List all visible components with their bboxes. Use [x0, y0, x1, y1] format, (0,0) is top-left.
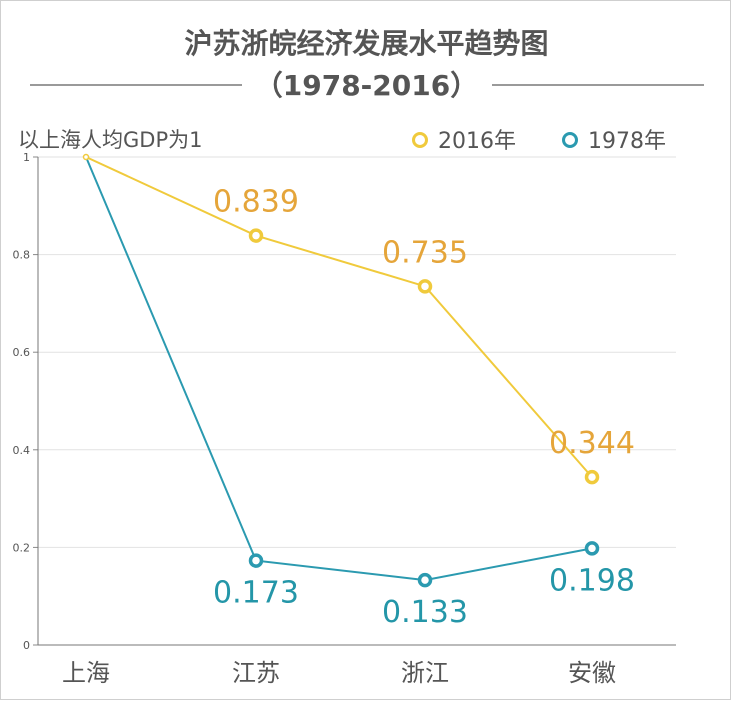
- data-label: 0.173: [213, 576, 299, 611]
- legend-item-1978: 1978年: [562, 123, 666, 155]
- y-tick-label: 0: [23, 639, 30, 652]
- y-tick-label: 1: [23, 151, 30, 164]
- chart-title: 沪苏浙皖经济发展水平趋势图: [184, 27, 549, 60]
- data-point: [584, 469, 600, 485]
- data-point: [417, 279, 433, 294]
- x-tick-label: 安徽: [568, 659, 616, 687]
- data-point: [248, 228, 264, 243]
- data-point: [584, 541, 600, 556]
- y-tick-label: 0.2: [13, 541, 31, 554]
- data-label: 0.735: [382, 235, 468, 270]
- unit-note: 以上海人均GDP为1: [18, 128, 203, 152]
- x-tick-label: 上海: [62, 659, 110, 687]
- legend-label-2016: 2016年: [438, 129, 516, 154]
- data-point: [248, 553, 264, 568]
- data-label: 0.198: [549, 563, 635, 598]
- data-point-start: [82, 153, 90, 161]
- y-tick-label: 0.4: [13, 444, 31, 457]
- legend-label-1978: 1978年: [588, 129, 666, 154]
- x-tick-label: 江苏: [232, 659, 280, 687]
- subtitle-rule-left: [30, 84, 242, 86]
- x-tick-label: 浙江: [401, 659, 449, 687]
- y-tick-label: 0.6: [13, 346, 31, 359]
- data-label: 0.133: [382, 595, 468, 630]
- legend-marker-1978: [562, 132, 578, 148]
- series-line-1978年: [85, 156, 593, 582]
- subtitle-rule-right: [492, 84, 704, 86]
- legend-item-2016: 2016年: [412, 123, 516, 155]
- data-label: 0.344: [549, 426, 635, 461]
- legend-marker-2016: [412, 132, 428, 148]
- data-point: [417, 572, 433, 588]
- chart-subtitle: （1978-2016）: [254, 69, 479, 102]
- data-label: 0.839: [213, 185, 299, 220]
- y-tick-label: 0.8: [13, 249, 31, 262]
- series-line-2016年: [85, 156, 593, 478]
